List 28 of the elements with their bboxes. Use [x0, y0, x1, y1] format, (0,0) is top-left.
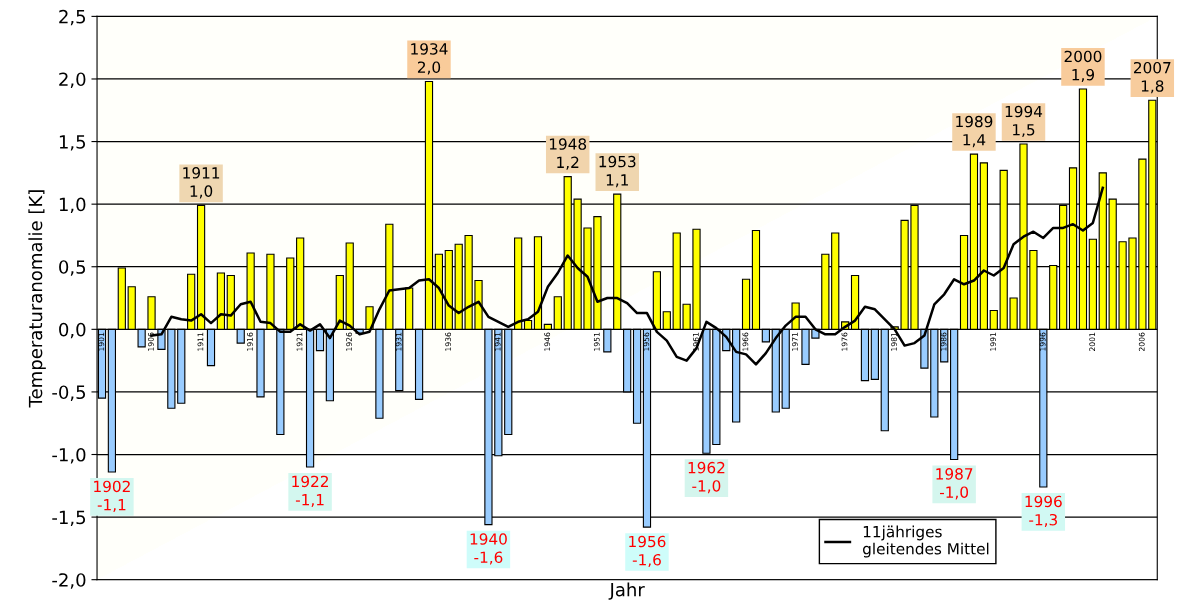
- legend-label: 11jähriges gleitendes Mittel: [863, 525, 989, 558]
- annotation: 1987 -1,0: [936, 468, 973, 500]
- y-tick-label: 0,0: [59, 322, 86, 339]
- annotation: 1911 1,0: [183, 167, 220, 199]
- y-tick-label: -1,5: [52, 510, 86, 527]
- y-tick-label: 2,5: [59, 9, 86, 26]
- annotation: 1934 2,0: [411, 43, 448, 75]
- annotation: 1922 -1,1: [292, 475, 328, 508]
- annotation: 1902 -1,1: [94, 480, 130, 513]
- x-axis-title: Jahr: [608, 582, 645, 600]
- annotation: 1962 -1,0: [688, 461, 725, 494]
- y-tick-label: 2,0: [59, 72, 86, 88]
- y-tick-label: -2,0: [52, 573, 86, 589]
- annotation: 1996 -1,3: [1025, 495, 1062, 528]
- annotation: 2000 1,9: [1064, 50, 1102, 83]
- annotation: 1940 -1,6: [470, 533, 507, 565]
- annotation: 1953 1,1: [599, 155, 636, 188]
- y-tick-label: -0,5: [52, 385, 86, 401]
- y-tick-label: -1,0: [52, 447, 86, 464]
- annotation: 2007 1,8: [1133, 61, 1171, 94]
- y-axis-title: Temperaturanomalie [K]: [28, 190, 46, 408]
- y-tick-label: 0,5: [59, 260, 86, 276]
- annotation: 1948 1,2: [549, 138, 587, 170]
- y-tick-label: 1,0: [59, 197, 86, 214]
- annotation: 1994 1,5: [1005, 105, 1043, 138]
- annotation: 1956 -1,6: [629, 535, 666, 568]
- annotation: 1989 1,4: [956, 115, 993, 148]
- y-tick-label: 1,5: [59, 135, 86, 151]
